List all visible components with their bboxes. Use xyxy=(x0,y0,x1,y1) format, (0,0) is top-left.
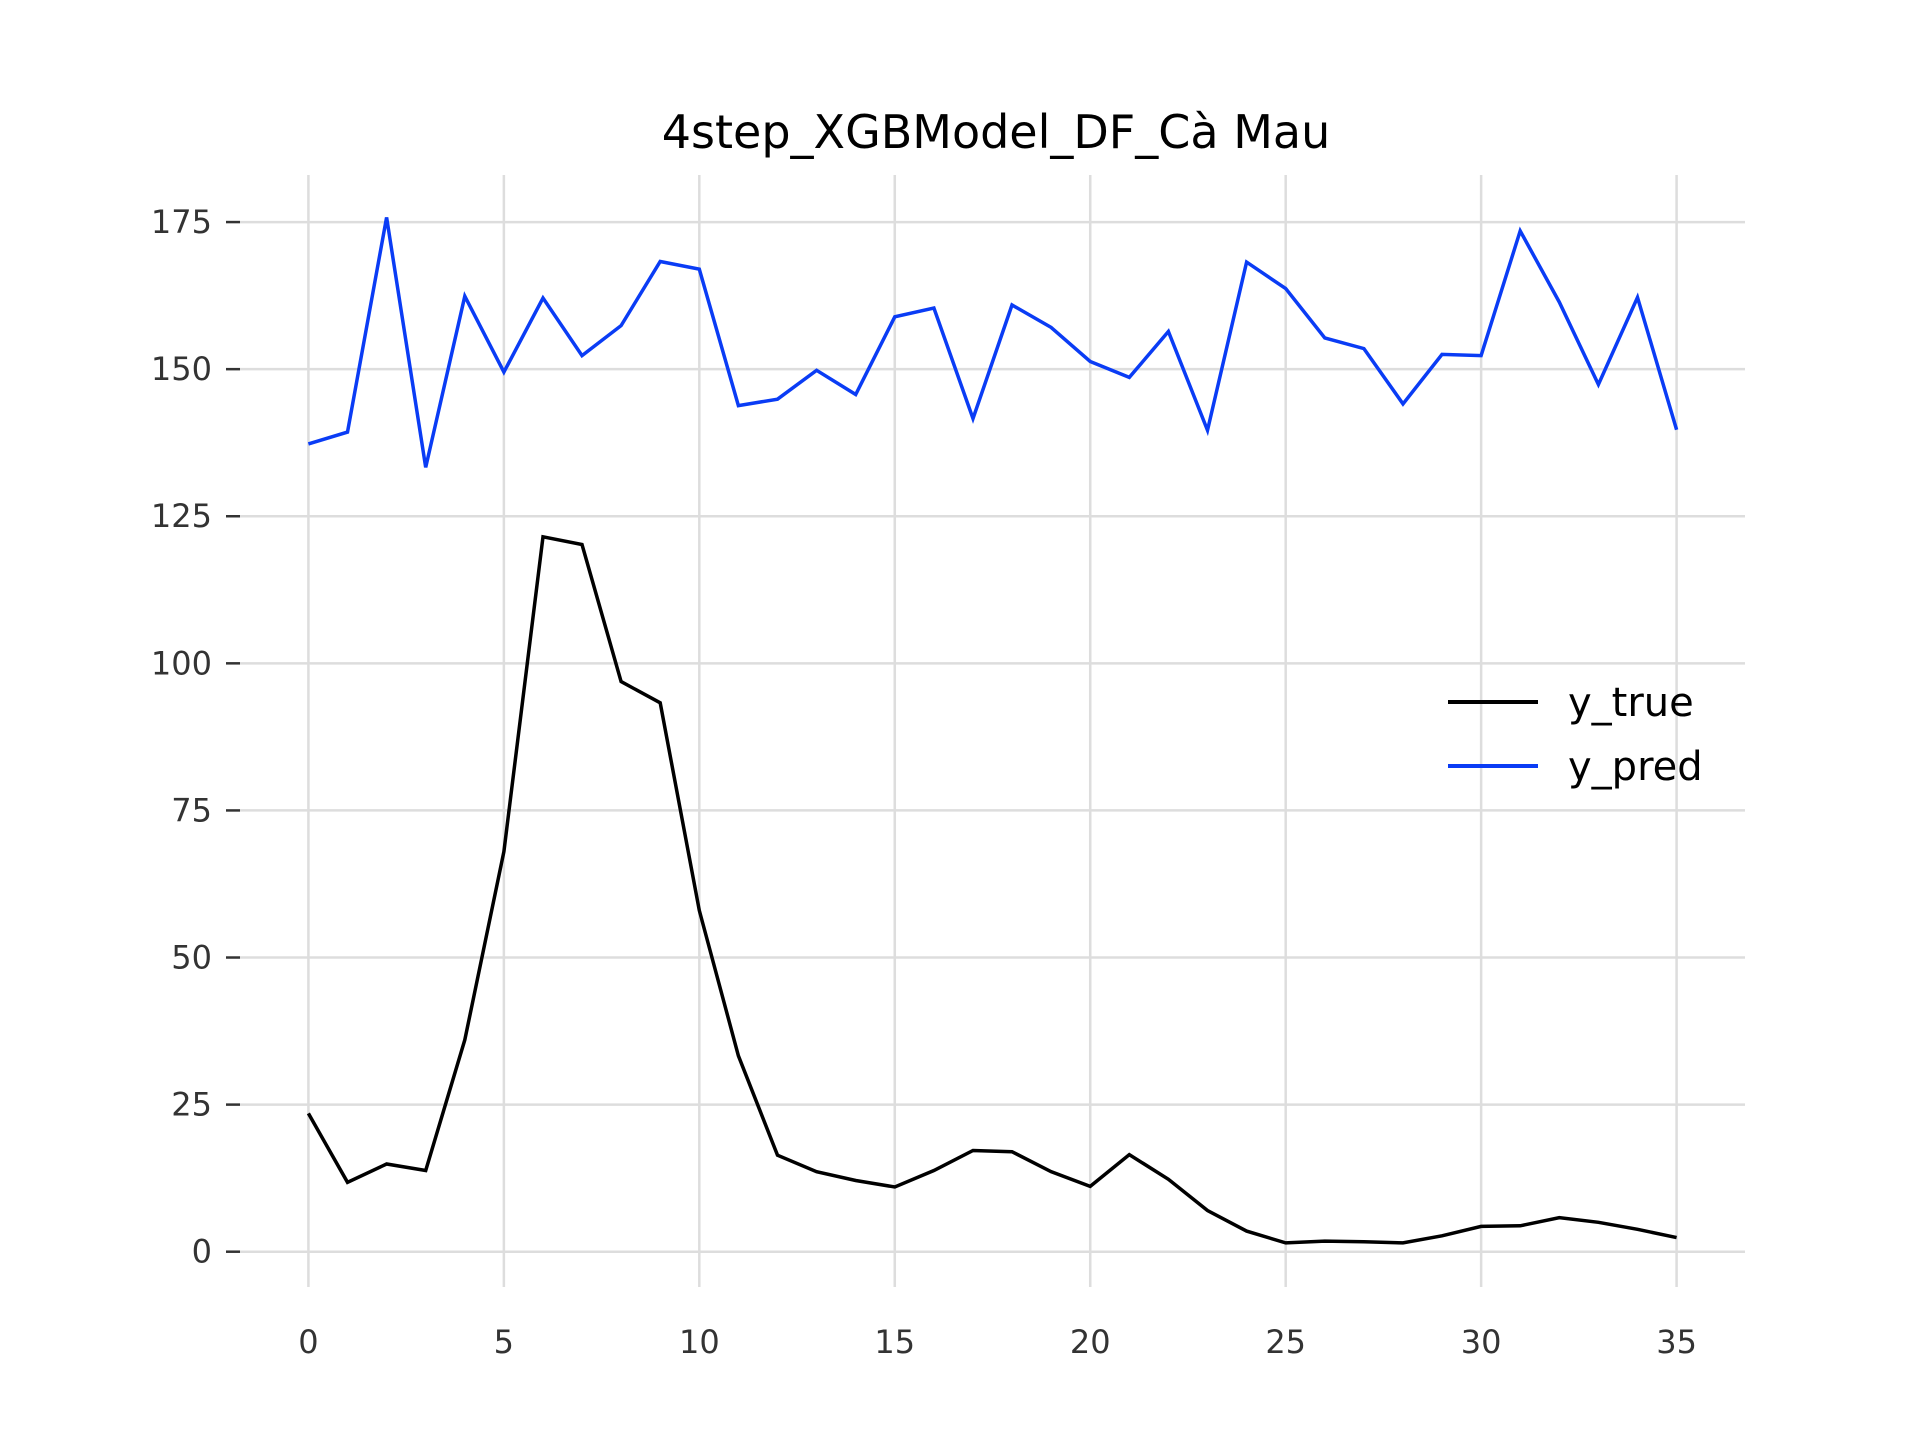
y-tick-label: 75 xyxy=(171,791,212,829)
series-lines xyxy=(306,217,1679,1245)
y-tick-label: 125 xyxy=(151,497,212,535)
legend: y_true y_pred xyxy=(1448,680,1703,790)
chart-title: 4step_XGBModel_DF_Cà Mau xyxy=(662,105,1330,159)
x-tick-label: 15 xyxy=(874,1323,915,1361)
x-tick-label: 25 xyxy=(1265,1323,1306,1361)
y-tick-label: 50 xyxy=(171,939,212,977)
y-tick-label: 150 xyxy=(151,350,212,388)
x-tick-label: 5 xyxy=(494,1323,514,1361)
grid xyxy=(240,175,1745,1287)
y-tick-label: 0 xyxy=(192,1233,212,1271)
y-tick-label: 175 xyxy=(151,203,212,241)
x-tick-label: 30 xyxy=(1461,1323,1502,1361)
legend-label-y-true: y_true xyxy=(1568,680,1694,726)
series-line-y-pred xyxy=(307,217,1679,468)
series-line-y-true xyxy=(306,534,1677,1245)
axis-ticks: 0 5 10 15 20 25 30 35 0 25 50 75 100 125 150 175 xyxy=(151,203,1697,1361)
y-tick-label: 100 xyxy=(151,644,212,682)
y-tick-label: 25 xyxy=(171,1086,212,1124)
x-tick-label: 35 xyxy=(1656,1323,1697,1361)
x-tick-label: 10 xyxy=(679,1323,720,1361)
legend-label-y-pred: y_pred xyxy=(1568,744,1703,790)
x-tick-label: 0 xyxy=(298,1323,318,1361)
x-tick-label: 20 xyxy=(1070,1323,1111,1361)
